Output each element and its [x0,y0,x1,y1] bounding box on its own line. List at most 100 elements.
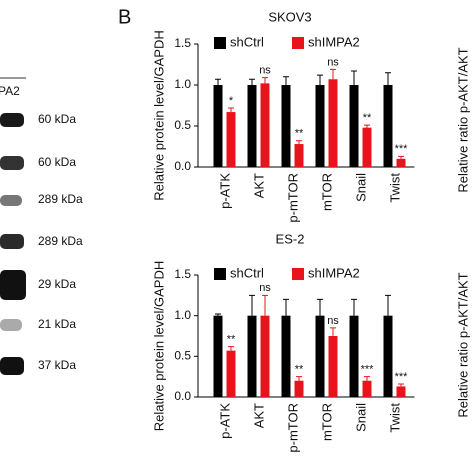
bar [226,112,236,167]
error-bar [228,107,234,113]
error-bar [249,294,255,316]
side-label: Relative ratio p-AKT/AKT [455,272,470,417]
legend-swatch [292,268,304,280]
bar [294,144,304,167]
bar [281,85,291,167]
y-tick-label: 0.0 [174,389,191,403]
x-tick-label: AKT [251,173,266,198]
error-bar [228,346,234,351]
bar [315,315,325,397]
error-bar [296,376,302,381]
x-tick-label: Twist [387,173,402,203]
error-bar [215,313,221,316]
bar [213,85,223,167]
error-bar [296,140,302,145]
error-bar [249,78,255,85]
error-bar [283,76,289,85]
y-tick-label: 1.5 [174,36,191,50]
annotation: ** [295,128,304,140]
y-tick-label: 0.0 [174,159,191,173]
error-bar [385,294,391,316]
chart-title: ES-2 [276,231,305,246]
error-bar [317,298,323,316]
error-bar [364,124,370,128]
annotation: ns [327,315,339,327]
bar [260,83,270,167]
error-bar [398,383,404,387]
annotation: * [229,95,234,107]
blot-header: PA2 [0,84,20,98]
annotation: ns [327,56,339,68]
bar [396,158,406,167]
band [0,357,24,375]
error-bar [317,74,323,85]
annotation: *** [395,143,409,155]
annotation: ns [259,65,271,77]
legend-swatch [292,37,304,49]
annotation: ** [363,112,372,124]
bar [315,85,325,167]
x-tick-label: p-mTOR [285,403,300,453]
blot-label: 289 kDa [38,234,83,248]
x-tick-label: mTOR [319,403,334,441]
annotation: *** [395,371,409,383]
panel-label: B [118,6,131,28]
error-bar [351,298,357,316]
legend-label: shIMPA2 [308,34,360,49]
x-tick-label: Snail [353,173,368,202]
bar [362,380,372,397]
y-axis-label: Relative protein level/GAPDH [151,30,166,201]
y-tick-label: 1.5 [174,267,191,281]
blot-label: 29 kDa [38,277,76,291]
bar [281,315,291,397]
x-tick-label: Snail [353,403,368,432]
error-bar [330,327,336,336]
x-tick-label: Twist [387,403,402,433]
band [0,234,24,249]
bar [294,380,304,397]
x-tick-label: p-mTOR [285,173,300,223]
x-tick-label: p-ATK [217,403,232,439]
blot-bands [0,77,26,375]
bar [383,85,393,167]
error-bar [385,72,391,85]
bar [247,315,257,397]
blot-label: 60 kDa [38,112,76,126]
blot-label: 21 kDa [38,317,76,331]
bar [328,336,338,397]
y-tick-label: 1.0 [174,308,191,322]
legend-label: shCtrl [230,265,264,280]
y-axis-label: Relative protein level/GAPDH [151,261,166,432]
bar [349,315,359,397]
blot-label: 37 kDa [38,358,76,372]
x-tick-label: p-ATK [217,173,232,209]
band [0,156,24,170]
bar [328,79,338,167]
legend-swatch [214,268,226,280]
annotation: *** [361,364,375,376]
annotation: ** [295,364,304,376]
bar [383,315,393,397]
bar [362,127,372,167]
x-tick-label: AKT [251,403,266,428]
error-bar [262,77,268,84]
y-tick-label: 0.5 [174,118,191,132]
blot-label: 60 kDa [38,155,76,169]
band [0,319,22,331]
bar [226,350,236,397]
error-bar [330,68,336,80]
blot-label: 289 kDa [38,192,83,206]
legend-label: shIMPA2 [308,265,360,280]
band [0,113,24,127]
x-tick-label: mTOR [319,173,334,211]
error-bar [398,155,404,159]
bar [247,85,257,167]
y-tick-label: 1.0 [174,77,191,91]
error-bar [351,70,357,85]
bar [260,315,270,397]
y-tick-label: 0.5 [174,349,191,363]
legend-label: shCtrl [230,34,264,49]
error-bar [283,298,289,316]
legend-swatch [214,37,226,49]
